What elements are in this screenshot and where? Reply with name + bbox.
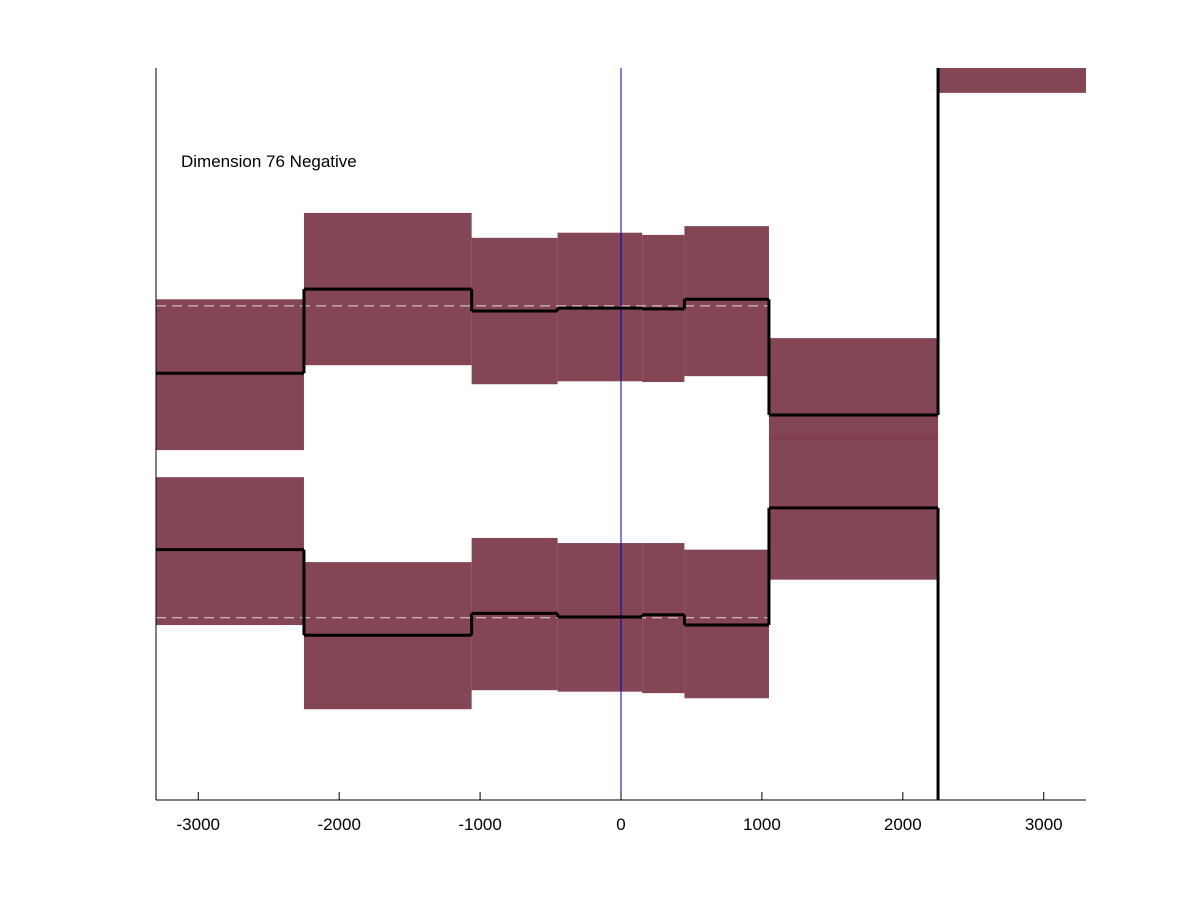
x-tick-label: -1000 [458,815,501,834]
band-segment [642,543,685,694]
x-tick-label: 1000 [743,815,781,834]
x-tick-label: -2000 [317,815,360,834]
band-segment [768,338,939,440]
x-tick-label: 0 [616,815,625,834]
band-segment [684,226,769,377]
x-tick-label: 2000 [884,815,922,834]
plot-area [156,68,1086,800]
annotation: Dimension 76 Negative [181,152,357,171]
band-segment [938,68,1086,93]
x-tick-label: -3000 [177,815,220,834]
x-tick-label: 3000 [1025,815,1063,834]
